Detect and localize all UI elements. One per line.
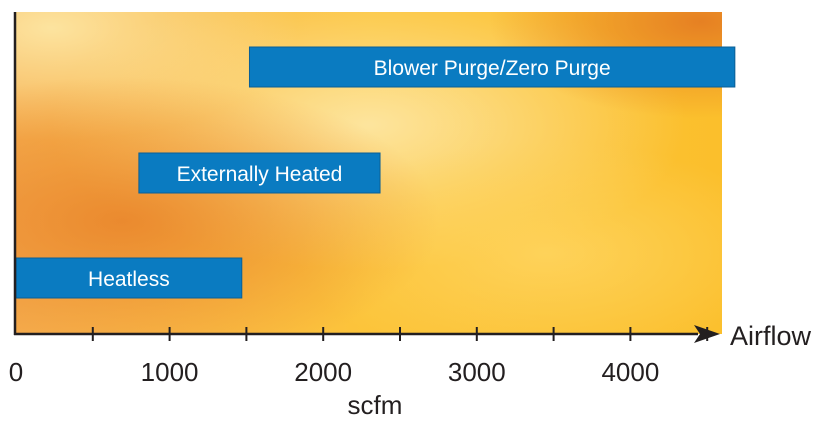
range-bar: Heatless (15, 257, 243, 299)
x-tick-label: 1000 (141, 357, 199, 387)
range-bar: Blower Purge/Zero Purge (248, 46, 736, 88)
range-bar-label: Heatless (88, 268, 170, 291)
x-ticks: 0 1000 2000 3000 4000 (9, 327, 709, 387)
range-bar-rect (138, 152, 381, 194)
range-bar-rect (15, 257, 243, 299)
bars-group: Blower Purge/Zero Purge Externally Heated… (15, 46, 736, 299)
axis-end-label: Airflow (730, 321, 812, 351)
range-bar-rect (248, 46, 736, 88)
x-tick-label: 3000 (448, 357, 506, 387)
axes: 0 1000 2000 3000 4000 (9, 12, 720, 387)
x-tick-label: 4000 (601, 357, 659, 387)
x-tick-label: 2000 (294, 357, 352, 387)
x-tick-label: 0 (9, 357, 23, 387)
range-bar-label: Externally Heated (177, 163, 343, 186)
range-bar-label: Blower Purge/Zero Purge (374, 57, 611, 80)
x-axis-title: scfm (348, 390, 403, 420)
range-bar: Externally Heated (138, 152, 381, 194)
